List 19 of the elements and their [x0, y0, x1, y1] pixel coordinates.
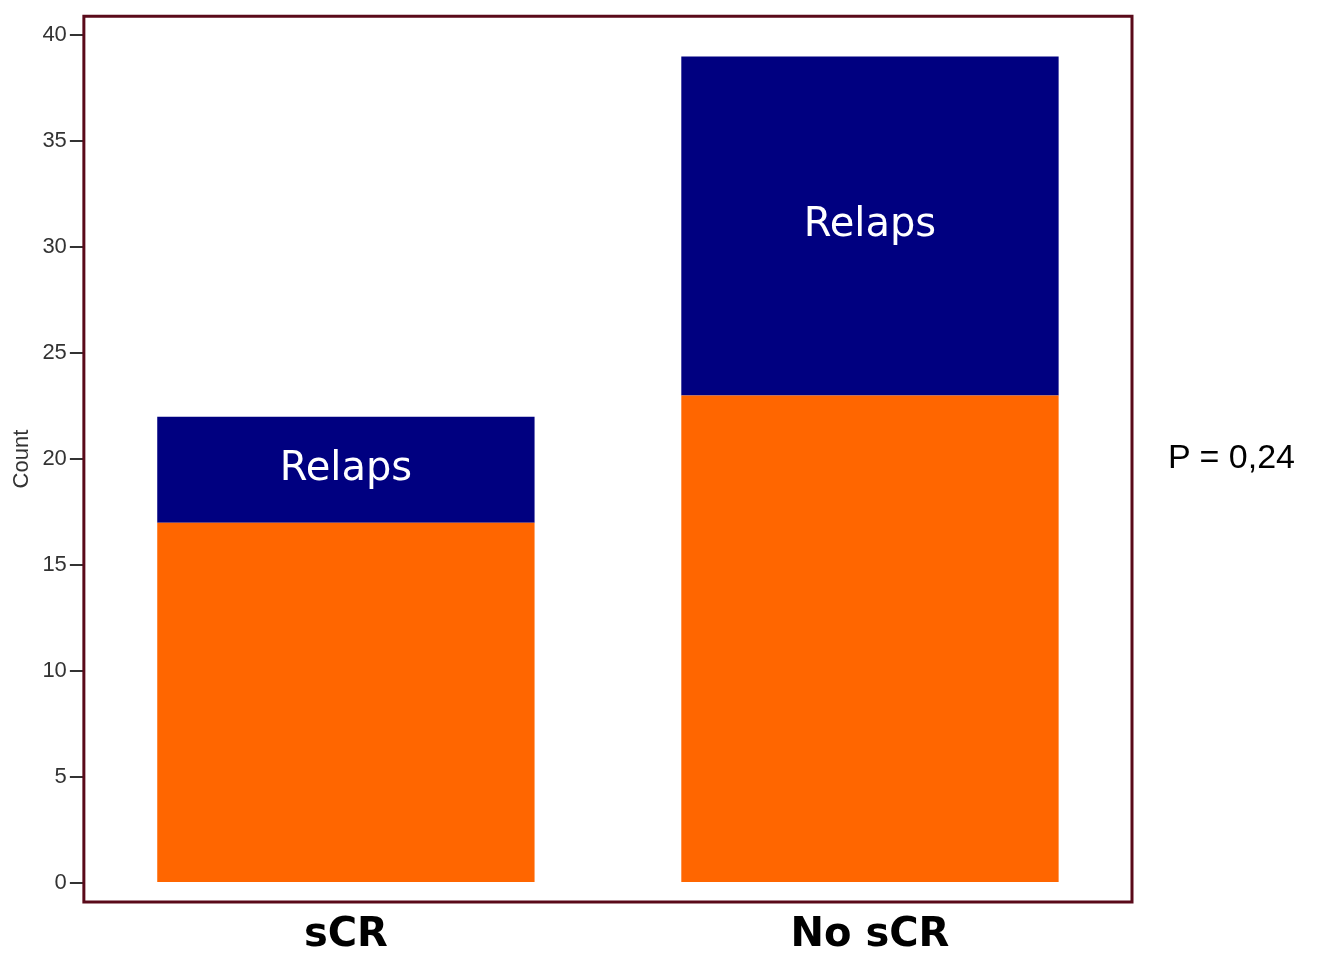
y-tick-label: 10	[42, 657, 67, 683]
bar	[157, 522, 535, 882]
y-tick-label: 15	[42, 551, 67, 577]
y-axis-title: Count	[8, 429, 34, 489]
y-tick-label: 30	[42, 233, 67, 259]
bar	[157, 416, 535, 523]
bar	[681, 56, 1059, 396]
series-label: Relaps	[279, 443, 413, 490]
y-tick-label: 5	[54, 763, 67, 789]
bar	[681, 395, 1059, 882]
y-tick-label: 35	[42, 127, 67, 153]
y-tick-label: 40	[42, 21, 67, 47]
text: Relaps	[803, 199, 937, 246]
y-tick-label: 0	[54, 868, 67, 894]
y-tick-label: 25	[42, 339, 67, 365]
x-tick-label: sCR	[303, 909, 388, 956]
y-tick-label: 20	[42, 445, 67, 471]
text: P = 0,24	[1168, 437, 1295, 476]
x-tick-label: No sCR	[790, 909, 950, 956]
